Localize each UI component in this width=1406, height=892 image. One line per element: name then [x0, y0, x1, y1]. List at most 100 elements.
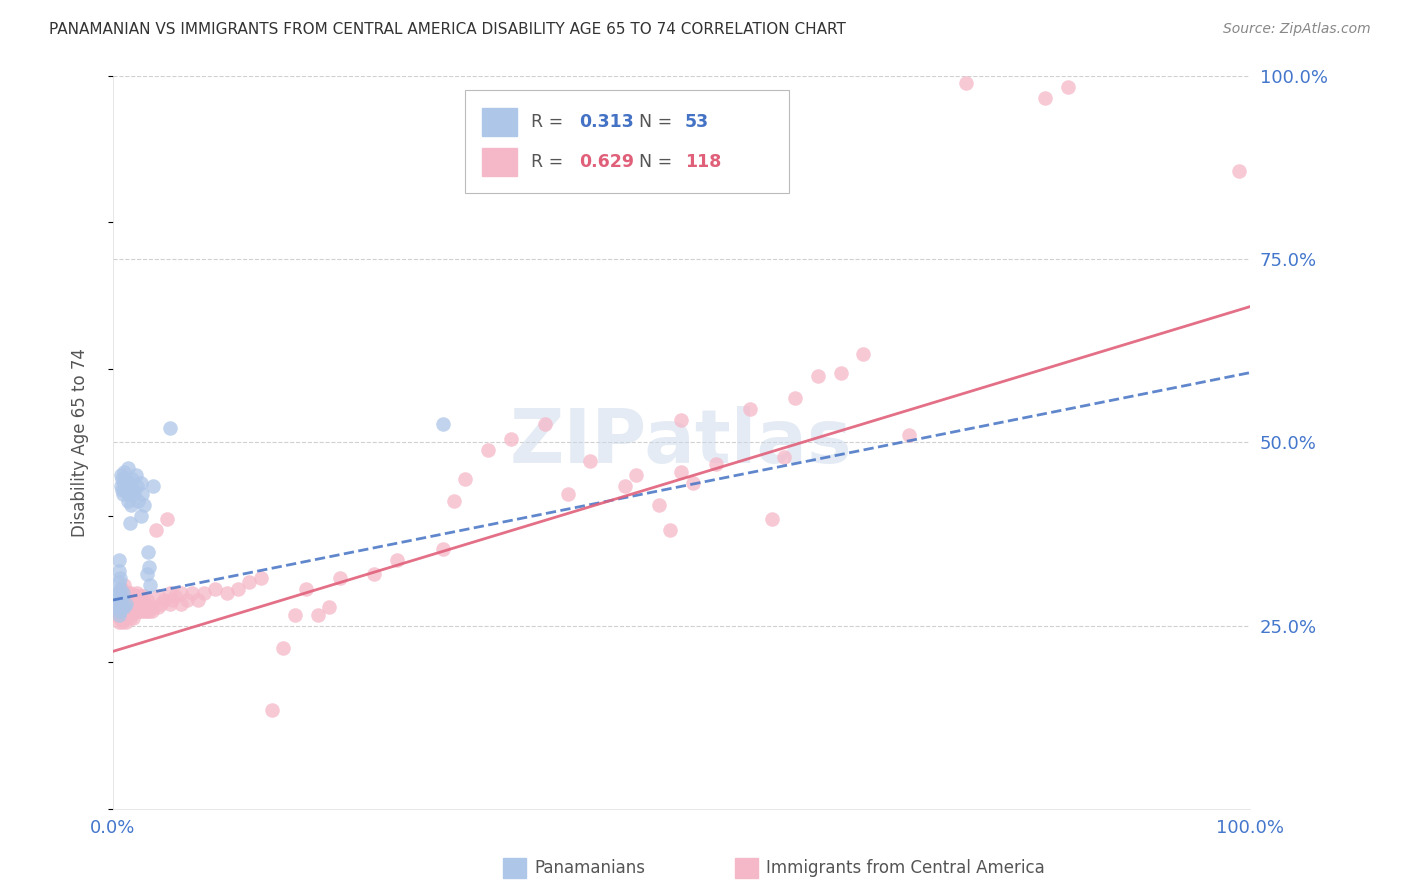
Point — [110, 582, 132, 596]
Point — [153, 593, 176, 607]
Point — [124, 604, 146, 618]
Point — [1227, 164, 1250, 178]
Point — [159, 420, 181, 434]
Point — [127, 593, 149, 607]
Point — [295, 582, 318, 596]
Point — [112, 597, 135, 611]
Point — [176, 593, 198, 607]
Point — [129, 593, 152, 607]
Point — [135, 597, 157, 611]
Point — [115, 597, 138, 611]
Point — [139, 600, 162, 615]
Point — [534, 417, 557, 431]
Point — [112, 600, 135, 615]
Point — [107, 600, 129, 615]
Point — [122, 483, 145, 497]
Point — [129, 590, 152, 604]
Point — [107, 574, 129, 589]
Point — [105, 604, 128, 618]
Point — [443, 494, 465, 508]
Point — [761, 512, 783, 526]
Point — [142, 479, 165, 493]
Point — [132, 590, 155, 604]
Point — [112, 475, 135, 490]
Point — [145, 524, 167, 538]
Text: Source: ZipAtlas.com: Source: ZipAtlas.com — [1223, 22, 1371, 37]
Point — [115, 604, 138, 618]
Point — [114, 597, 136, 611]
Point — [108, 571, 131, 585]
Point — [148, 600, 170, 615]
Point — [131, 486, 153, 500]
Point — [249, 571, 271, 585]
Point — [117, 585, 139, 599]
Point — [363, 567, 385, 582]
Point — [105, 607, 128, 622]
Text: 53: 53 — [685, 112, 709, 131]
Point — [121, 593, 143, 607]
Point — [117, 597, 139, 611]
Point — [149, 597, 172, 611]
FancyBboxPatch shape — [482, 108, 516, 136]
Point — [477, 442, 499, 457]
Text: PANAMANIAN VS IMMIGRANTS FROM CENTRAL AMERICA DISABILITY AGE 65 TO 74 CORRELATIO: PANAMANIAN VS IMMIGRANTS FROM CENTRAL AM… — [49, 22, 846, 37]
Point — [111, 472, 134, 486]
Point — [118, 600, 141, 615]
Point — [115, 615, 138, 629]
Point — [671, 413, 693, 427]
Point — [141, 604, 163, 618]
Point — [238, 574, 260, 589]
Point — [122, 611, 145, 625]
Point — [624, 468, 647, 483]
Point — [136, 600, 159, 615]
Point — [160, 593, 183, 607]
Point — [111, 483, 134, 497]
Point — [114, 483, 136, 497]
Point — [108, 582, 131, 596]
Point — [105, 600, 128, 615]
Point — [165, 590, 187, 604]
Point — [110, 597, 132, 611]
Point — [124, 590, 146, 604]
Point — [118, 593, 141, 607]
Point — [131, 604, 153, 618]
Point — [107, 552, 129, 566]
Point — [112, 590, 135, 604]
Point — [159, 585, 181, 599]
Point — [830, 366, 852, 380]
Point — [329, 571, 352, 585]
Point — [125, 585, 148, 599]
Point — [138, 604, 160, 618]
Point — [955, 76, 977, 90]
Point — [613, 479, 636, 493]
Point — [132, 600, 155, 615]
Point — [124, 486, 146, 500]
Point — [122, 590, 145, 604]
Point — [159, 597, 181, 611]
Point — [136, 604, 159, 618]
Point — [112, 486, 135, 500]
Point — [738, 402, 761, 417]
Point — [170, 597, 193, 611]
Point — [121, 472, 143, 486]
FancyBboxPatch shape — [465, 90, 789, 193]
Text: R =: R = — [531, 153, 569, 171]
Point — [170, 585, 193, 599]
Point — [138, 560, 160, 574]
Point — [125, 597, 148, 611]
Point — [785, 392, 807, 406]
Point — [273, 640, 295, 655]
Point — [107, 597, 129, 611]
Text: ZIPatlas: ZIPatlas — [510, 406, 853, 479]
Point — [120, 597, 142, 611]
Point — [107, 615, 129, 629]
Point — [181, 585, 204, 599]
Point — [112, 465, 135, 479]
Point — [118, 611, 141, 625]
Point — [682, 475, 704, 490]
Point — [136, 593, 159, 607]
Point — [115, 479, 138, 493]
Point — [139, 578, 162, 592]
Point — [134, 604, 156, 618]
Point — [117, 607, 139, 622]
